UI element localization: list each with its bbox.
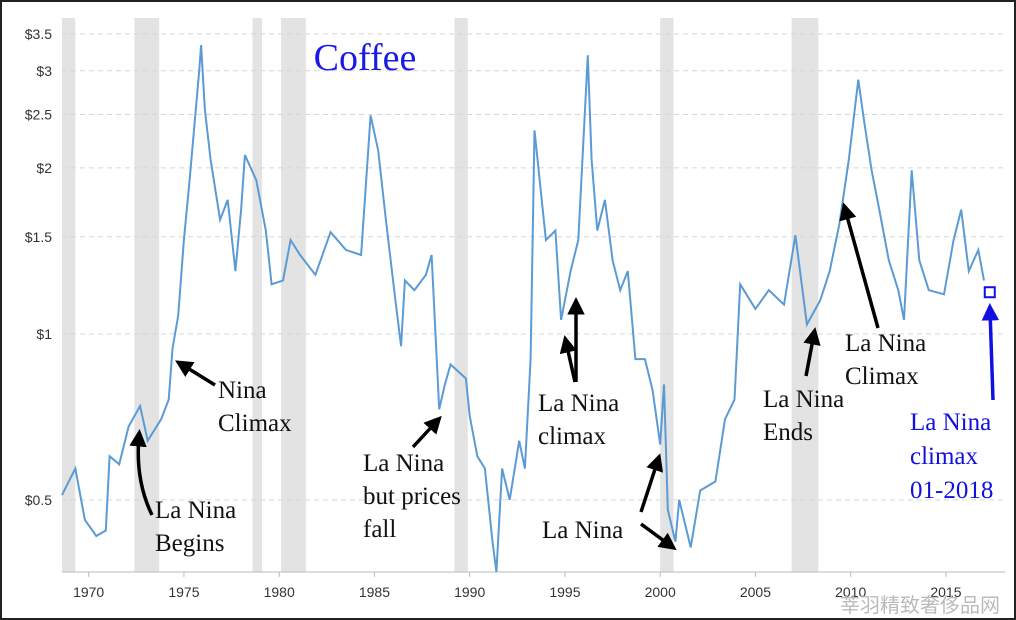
annotation: Climax bbox=[218, 410, 292, 437]
arrow bbox=[981, 303, 1000, 401]
bands bbox=[62, 18, 819, 572]
x-tick-label: 1995 bbox=[549, 584, 580, 600]
x-tick-label: 1980 bbox=[264, 584, 295, 600]
y-tick-label: $2.5 bbox=[25, 106, 52, 122]
annotation: Climax bbox=[845, 363, 919, 390]
arrow bbox=[639, 522, 677, 551]
annotation: La Nina bbox=[910, 409, 991, 436]
shaded-band bbox=[134, 18, 160, 572]
plot bbox=[61, 45, 996, 573]
shaded-band bbox=[660, 18, 674, 572]
annotation: Nina bbox=[218, 377, 267, 404]
annotation: Ends bbox=[763, 419, 813, 446]
price-line bbox=[61, 45, 985, 573]
arrow bbox=[175, 360, 216, 387]
arrow bbox=[411, 415, 442, 449]
shaded-band bbox=[281, 18, 306, 572]
arrow bbox=[639, 453, 664, 513]
annotation: La Nina bbox=[763, 386, 844, 413]
shaded-band bbox=[62, 18, 76, 572]
y-tick-label: $0.5 bbox=[25, 492, 52, 508]
arrow bbox=[839, 202, 880, 329]
annotation: La Nina bbox=[538, 390, 619, 417]
shaded-band bbox=[791, 18, 819, 572]
arrow bbox=[559, 335, 577, 383]
annotation: Begins bbox=[155, 530, 224, 557]
chart-title: Coffee bbox=[314, 37, 417, 79]
x-tick-label: 1985 bbox=[359, 584, 390, 600]
y-tick-label: $1 bbox=[36, 326, 52, 342]
current-marker bbox=[983, 286, 996, 299]
y-tick-label: $2 bbox=[36, 160, 52, 176]
x-tick-label: 1975 bbox=[168, 584, 199, 600]
annotation: La Nina bbox=[542, 517, 623, 544]
annotation: La Nina bbox=[363, 450, 444, 477]
arrows bbox=[129, 202, 1000, 551]
annotation: climax bbox=[910, 443, 979, 470]
annotation: La Nina bbox=[155, 497, 236, 524]
x-tick-label: 2000 bbox=[645, 584, 676, 600]
annotation: climax bbox=[538, 423, 607, 450]
annotation: La Nina bbox=[845, 330, 926, 357]
arrow bbox=[803, 327, 821, 377]
x-tick-label: 1970 bbox=[73, 584, 104, 600]
shaded-band bbox=[454, 18, 468, 572]
annotation: fall bbox=[363, 516, 396, 543]
y-tick-label: $3.5 bbox=[25, 26, 52, 42]
shaded-band bbox=[252, 18, 263, 572]
arrow bbox=[129, 429, 154, 516]
annotation: but prices bbox=[363, 483, 461, 510]
x-tick-label: 1990 bbox=[454, 584, 485, 600]
x-tick-label: 2005 bbox=[740, 584, 771, 600]
y-tick-label: $3 bbox=[36, 63, 52, 79]
watermark: 莘羽精致奢侈品网 bbox=[840, 593, 1000, 617]
y-tick-label: $1.5 bbox=[25, 229, 52, 245]
annotation: 01-2018 bbox=[910, 477, 993, 504]
x-tick-label: 2015 bbox=[930, 584, 961, 600]
x-tick-label: 2010 bbox=[835, 584, 866, 600]
